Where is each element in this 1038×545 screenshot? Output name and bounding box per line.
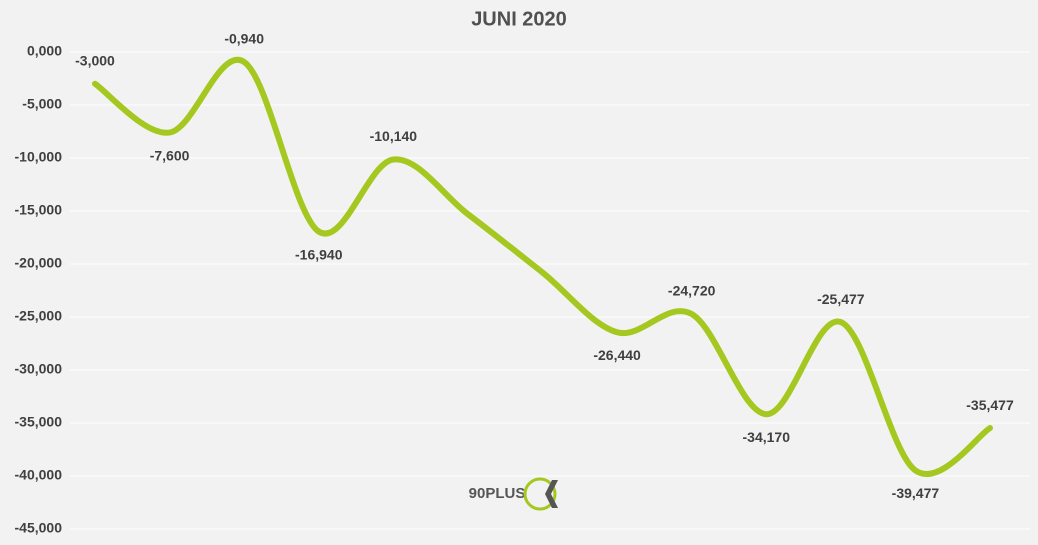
- data-label: -25,477: [817, 291, 865, 307]
- watermark: 90PLUS: [469, 485, 526, 502]
- data-label: -39,477: [892, 485, 940, 501]
- y-tick-label: -10,000: [15, 149, 63, 165]
- data-label: -35,477: [966, 397, 1014, 413]
- watermark-logo: [545, 480, 558, 508]
- y-tick-label: -25,000: [15, 308, 63, 324]
- y-tick-label: -35,000: [15, 414, 63, 430]
- data-label: -10,140: [370, 128, 418, 144]
- line: [92, 56, 993, 477]
- chart-title: JUNI 2020: [471, 8, 567, 30]
- y-tick-label: -5,000: [22, 96, 62, 112]
- watermark-logo: [523, 477, 557, 511]
- data-label: -34,170: [743, 429, 791, 445]
- data-label: -3,000: [75, 53, 115, 69]
- data-label: -7,600: [150, 147, 190, 163]
- data-label: -24,720: [668, 283, 716, 299]
- y-tick-label: -30,000: [15, 361, 63, 377]
- data-label: -16,940: [295, 246, 343, 262]
- y-tick-label: -45,000: [15, 520, 63, 536]
- y-tick-label: 0,000: [27, 43, 62, 59]
- y-tick-label: -40,000: [15, 467, 63, 483]
- y-tick-label: -15,000: [15, 202, 63, 218]
- data-label: -0,940: [224, 31, 264, 47]
- y-tick-label: -20,000: [15, 255, 63, 271]
- data-label: -26,440: [593, 347, 641, 363]
